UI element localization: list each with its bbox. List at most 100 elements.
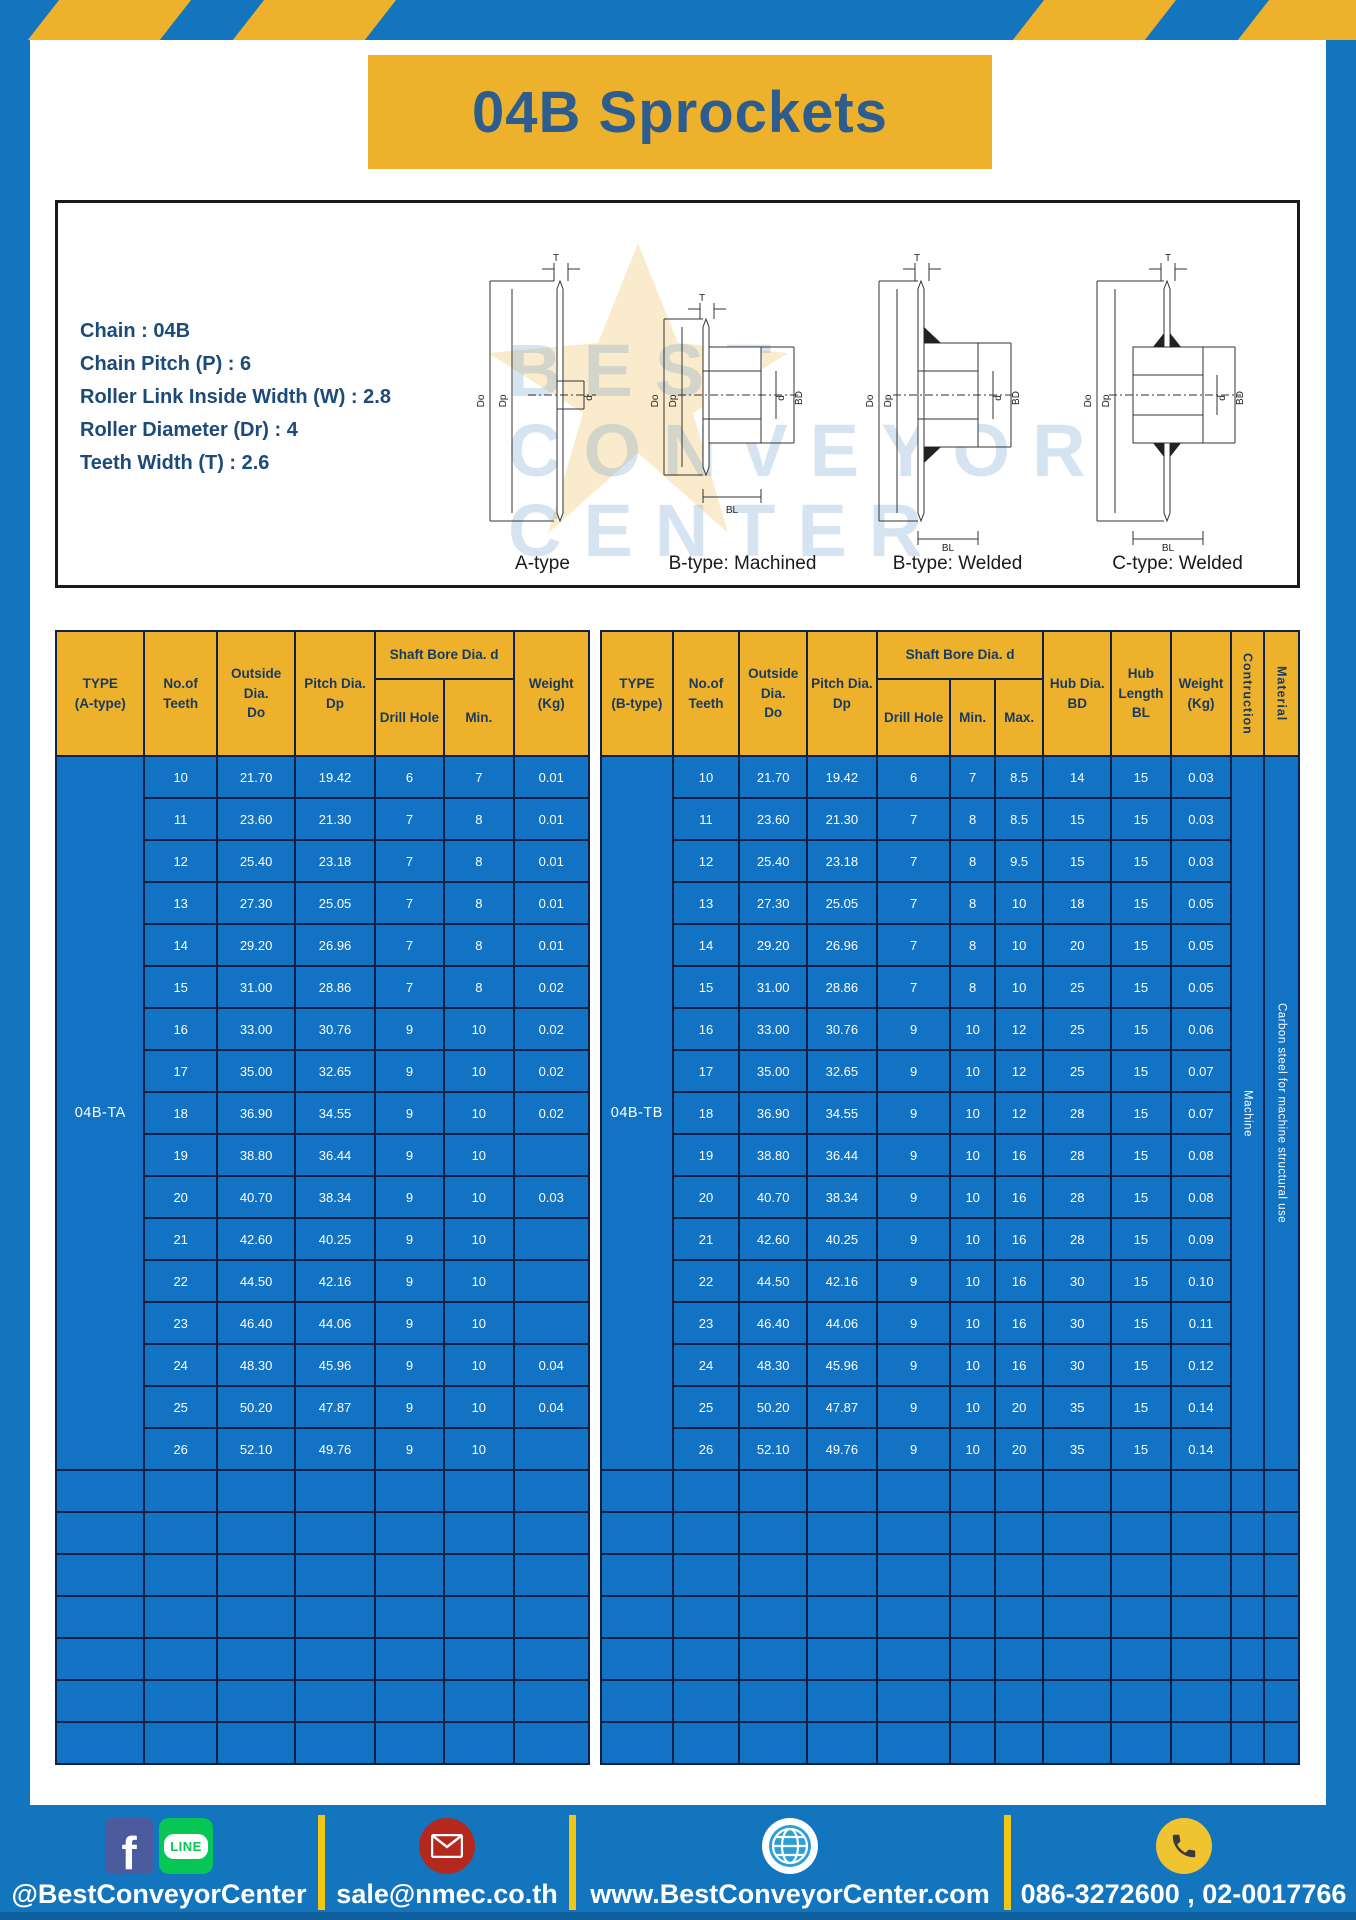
data-cell: 10 xyxy=(949,1385,996,1429)
data-cell xyxy=(806,1553,878,1597)
data-cell: 26.96 xyxy=(806,923,878,967)
data-cell xyxy=(600,1679,674,1723)
data-cell xyxy=(1042,1721,1113,1765)
svg-text:T: T xyxy=(698,293,704,304)
data-cell: 9.5 xyxy=(993,839,1045,883)
data-cell: 16 xyxy=(993,1217,1045,1261)
table-row: 20 40.70 38.34 9 10 16 28 15 0.08 xyxy=(601,1175,1299,1219)
globe-icon[interactable] xyxy=(762,1818,818,1874)
sprocket-drawings: T Do Dp d A-type xyxy=(450,209,1291,581)
data-cell: 9 xyxy=(373,1007,446,1051)
contact-footer: f LINE @BestConveyorCenter sale@nmec.co.… xyxy=(0,1805,1356,1920)
data-cell: 38.34 xyxy=(294,1175,376,1219)
footer-social-section: f LINE @BestConveyorCenter xyxy=(0,1805,318,1920)
data-cell: 9 xyxy=(875,1049,952,1093)
data-cell: 42.60 xyxy=(738,1217,809,1261)
email-icon[interactable] xyxy=(419,1818,475,1874)
data-cell xyxy=(875,1721,952,1765)
data-cell xyxy=(373,1553,446,1597)
data-cell: 48.30 xyxy=(738,1343,809,1387)
b-welded-schematic: T Do Dp d BD BL xyxy=(865,253,1022,551)
data-cell xyxy=(949,1469,996,1513)
table-row: 14 29.20 26.96 7 8 0.01 xyxy=(56,923,591,967)
data-cell: 15 xyxy=(1042,797,1113,841)
data-cell xyxy=(738,1679,809,1723)
data-cell xyxy=(512,1259,591,1303)
data-cell xyxy=(143,1679,218,1723)
data-cell: 20 xyxy=(671,1175,741,1219)
data-cell: 15 xyxy=(1110,755,1172,799)
data-cell xyxy=(671,1721,741,1765)
data-cell: 15 xyxy=(1110,881,1172,925)
col-header-pitch: Pitch Dia. Dp xyxy=(806,630,878,757)
data-cell: 25 xyxy=(1042,965,1113,1009)
data-cell xyxy=(1110,1679,1172,1723)
data-cell xyxy=(143,1595,218,1639)
data-cell: 9 xyxy=(373,1301,446,1345)
svg-text:Do: Do xyxy=(476,394,487,407)
data-cell: 10 xyxy=(949,1049,996,1093)
data-cell xyxy=(1230,1553,1265,1597)
data-cell: 19.42 xyxy=(294,755,376,799)
data-cell: 10 xyxy=(949,1343,996,1387)
phone-numbers[interactable]: 086-3272600 , 02-0017766 xyxy=(1020,1879,1347,1909)
data-cell xyxy=(512,1721,591,1765)
data-cell xyxy=(215,1511,297,1555)
data-cell: 23.18 xyxy=(294,839,376,883)
data-cell: 21.30 xyxy=(294,797,376,841)
table-row: 15 31.00 28.86 7 8 0.02 xyxy=(56,965,591,1009)
data-cell xyxy=(806,1595,878,1639)
data-cell: 25 xyxy=(1042,1007,1113,1051)
data-cell xyxy=(671,1595,741,1639)
data-cell xyxy=(1042,1469,1113,1513)
data-cell: 15 xyxy=(1110,1007,1172,1051)
data-cell xyxy=(600,1469,674,1513)
data-cell: 20 xyxy=(993,1427,1045,1471)
table-row: 12 25.40 23.18 7 8 0.01 xyxy=(56,839,591,883)
drawing-a-type: T Do Dp d A-type xyxy=(450,209,635,581)
data-cell xyxy=(215,1553,297,1597)
facebook-icon[interactable]: f xyxy=(105,1818,153,1874)
data-cell: 9 xyxy=(875,1217,952,1261)
data-cell: 16 xyxy=(993,1259,1045,1303)
data-cell: 15 xyxy=(1042,839,1113,883)
data-cell xyxy=(1262,1511,1301,1555)
data-cell: 10 xyxy=(443,1343,515,1387)
col-header-min: Min. xyxy=(949,678,996,757)
table-row: 14 29.20 26.96 7 8 10 20 15 0.05 xyxy=(601,923,1299,967)
data-cell: 44.50 xyxy=(215,1259,297,1303)
data-cell: 0.03 xyxy=(512,1175,591,1219)
empty-row xyxy=(600,1469,1301,1513)
data-cell xyxy=(993,1637,1045,1681)
table-row: 15 31.00 28.86 7 8 10 25 15 0.05 xyxy=(601,965,1299,1009)
data-cell xyxy=(1230,1511,1265,1555)
data-cell: 14 xyxy=(671,923,741,967)
empty-row xyxy=(54,1679,591,1723)
website-url[interactable]: www.BestConveyorCenter.com xyxy=(590,1879,990,1909)
data-cell: 32.65 xyxy=(294,1049,376,1093)
table-row: 04B-TB 10 21.70 19.42 6 7 8.5 14 15 0.03 Machine Ca… xyxy=(600,755,1301,1471)
line-app-icon[interactable]: LINE xyxy=(159,1818,213,1874)
col-header-min: Min. xyxy=(443,678,515,757)
data-cell: 10 xyxy=(993,965,1045,1009)
empty-row xyxy=(54,1721,591,1765)
data-cell xyxy=(600,1595,674,1639)
empty-row xyxy=(54,1469,591,1513)
data-cell: 27.30 xyxy=(215,881,297,925)
data-cell: 35 xyxy=(1042,1427,1113,1471)
right-frame-bar xyxy=(1326,40,1356,1805)
email-address[interactable]: sale@nmec.co.th xyxy=(336,1879,558,1909)
data-cell: 9 xyxy=(373,1343,446,1387)
data-cell: 9 xyxy=(875,1259,952,1303)
data-cell xyxy=(949,1679,996,1723)
facebook-glyph: f xyxy=(121,1826,137,1874)
data-cell: 15 xyxy=(1110,1259,1172,1303)
social-handle[interactable]: @BestConveyorCenter xyxy=(11,1879,307,1909)
phone-icon[interactable] xyxy=(1155,1818,1212,1874)
data-cell: 9 xyxy=(875,1007,952,1051)
data-cell: 9 xyxy=(373,1385,446,1429)
data-cell: 25.05 xyxy=(294,881,376,925)
table-row: 24 48.30 45.96 9 10 0.04 xyxy=(56,1343,591,1387)
data-cell xyxy=(738,1637,809,1681)
table-row: 26 52.10 49.76 9 10 xyxy=(56,1427,591,1471)
